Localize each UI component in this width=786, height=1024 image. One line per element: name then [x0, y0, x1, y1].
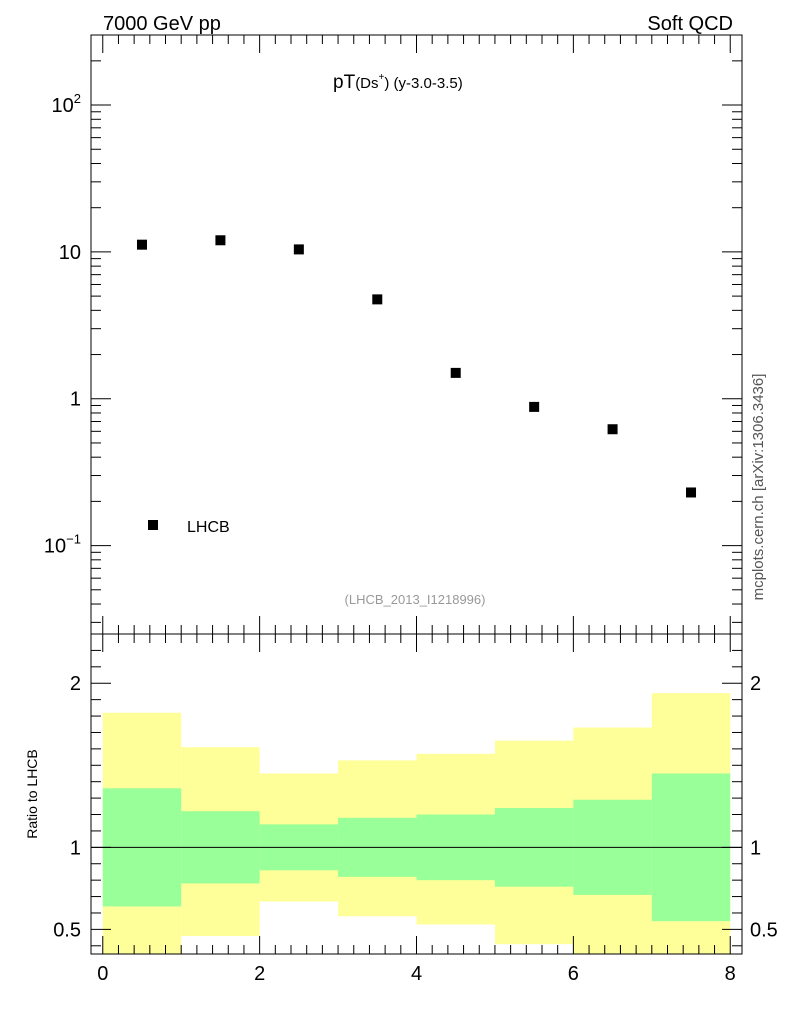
x-tick-label: 0 — [97, 963, 108, 985]
title-observable: pT — [333, 72, 356, 93]
data-point — [215, 235, 226, 246]
data-point — [293, 244, 304, 255]
data-point — [686, 487, 697, 498]
legend-label: LHCB — [187, 519, 230, 536]
y-tick-label: 10−1 — [44, 532, 81, 558]
ratio-y-tick-label-right: 0.5 — [750, 919, 778, 941]
legend-marker — [148, 520, 158, 530]
ratio-y-tick-label-right: 1 — [750, 837, 761, 859]
ratio-y-axis-label: Ratio to LHCB — [24, 749, 40, 838]
x-tick-label: 8 — [725, 963, 736, 985]
main-panel-frame — [90, 34, 743, 635]
title-particle: (Ds — [355, 75, 378, 92]
x-tick-label: 2 — [254, 963, 265, 985]
ratio-y-tick-label-left: 1 — [70, 837, 81, 859]
ratio-bands — [102, 693, 731, 954]
header-energy: 7000 GeV pp — [103, 13, 221, 35]
data-point — [450, 367, 461, 378]
y-tick-label: 102 — [52, 91, 81, 117]
data-point — [529, 401, 540, 412]
main-y-tick-labels: 102 10 1 10−1 — [44, 91, 81, 558]
x-tick-label: 4 — [411, 963, 422, 985]
lhcb-data-points — [136, 235, 697, 498]
analysis-watermark: (LHCB_2013_I1218996) — [345, 592, 486, 607]
main-panel-ticks — [91, 34, 742, 634]
x-tick-labels: 0 2 4 6 8 — [97, 963, 736, 985]
data-point — [372, 294, 383, 305]
title-rapidity-range: (y-3.0-3.5) — [389, 75, 462, 92]
x-tick-label: 6 — [568, 963, 579, 985]
title-particle-close: ) — [384, 75, 389, 92]
ratio-y-tick-label-left: 2 — [70, 673, 81, 695]
y-tick-label: 1 — [70, 389, 81, 411]
header-process: Soft QCD — [647, 13, 733, 35]
ratio-y-tick-label-right: 2 — [750, 673, 761, 695]
ratio-panel-frame — [90, 633, 743, 955]
y-tick-label: 10 — [59, 242, 81, 264]
data-point — [136, 239, 147, 250]
data-point — [607, 424, 618, 435]
title-charge: + — [379, 72, 385, 83]
ratio-panel-ticks — [91, 634, 742, 954]
ratio-y-tick-labels: 0.5 0.5 1 1 2 2 — [53, 673, 778, 941]
source-side-label: mcplots.cern.ch [arXiv:1306.3436] — [750, 374, 767, 601]
main-title: pT(Ds+) (y-3.0-3.5) — [333, 72, 463, 93]
ratio-y-tick-label-left: 0.5 — [53, 919, 81, 941]
